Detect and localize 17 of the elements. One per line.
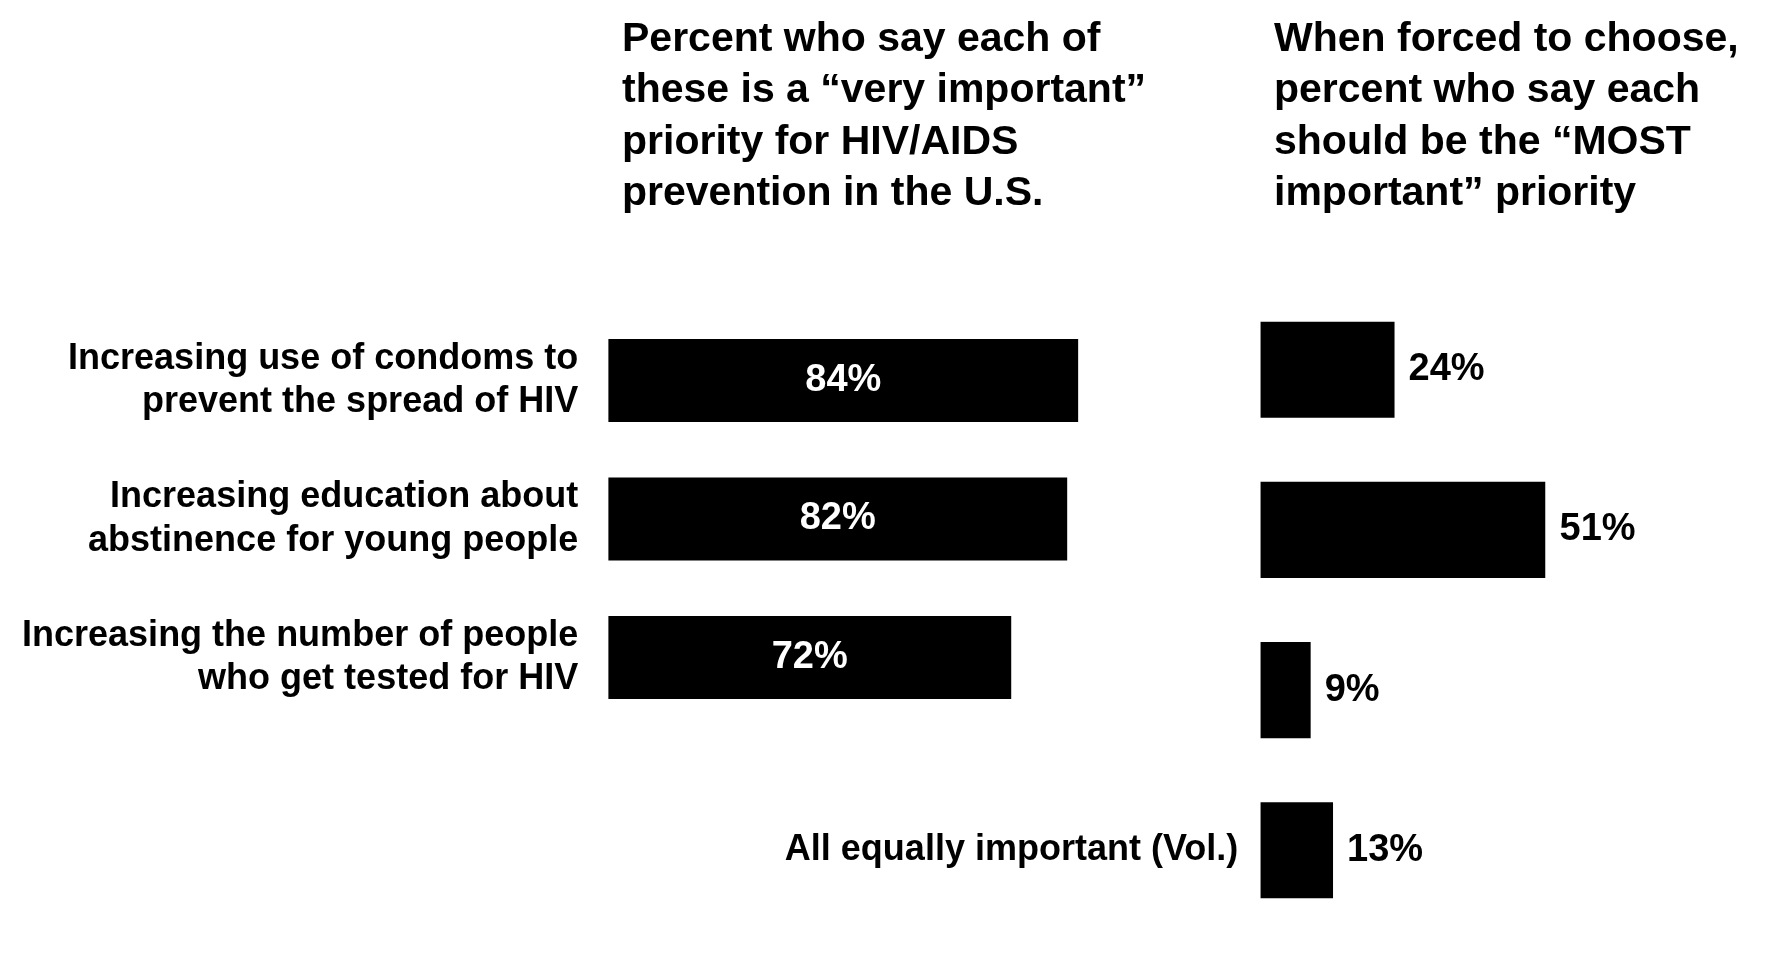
- y-tick-label: Increasing education about abstinence for young people: [88, 474, 579, 559]
- y-tick-label: Increasing use of condoms to prevent the spread of HIV: [68, 335, 579, 420]
- data-label: 24%: [1408, 346, 1485, 389]
- chart-title: Percent who say each of these is a “very important” priority for HIV/AIDS prevention in the U.S.: [622, 13, 1148, 216]
- y-tick-label: Increasing the number of people who get tested for HIV: [22, 612, 579, 698]
- bar: [1260, 642, 1311, 739]
- data-label: 51%: [1559, 506, 1636, 549]
- bar: [1260, 481, 1546, 578]
- bar: [1260, 802, 1334, 899]
- text: All equally important (Vol.): [784, 827, 1239, 869]
- data-label: 9%: [1324, 666, 1380, 709]
- data-label: 84%: [805, 356, 882, 399]
- bar: [1260, 321, 1395, 418]
- chart-title: When forced to choose, percent who say each should be the “MOST important” priority: [1274, 13, 1740, 216]
- data-label: 13%: [1347, 826, 1424, 869]
- data-label: 82%: [799, 495, 876, 538]
- data-label: 72%: [771, 634, 848, 677]
